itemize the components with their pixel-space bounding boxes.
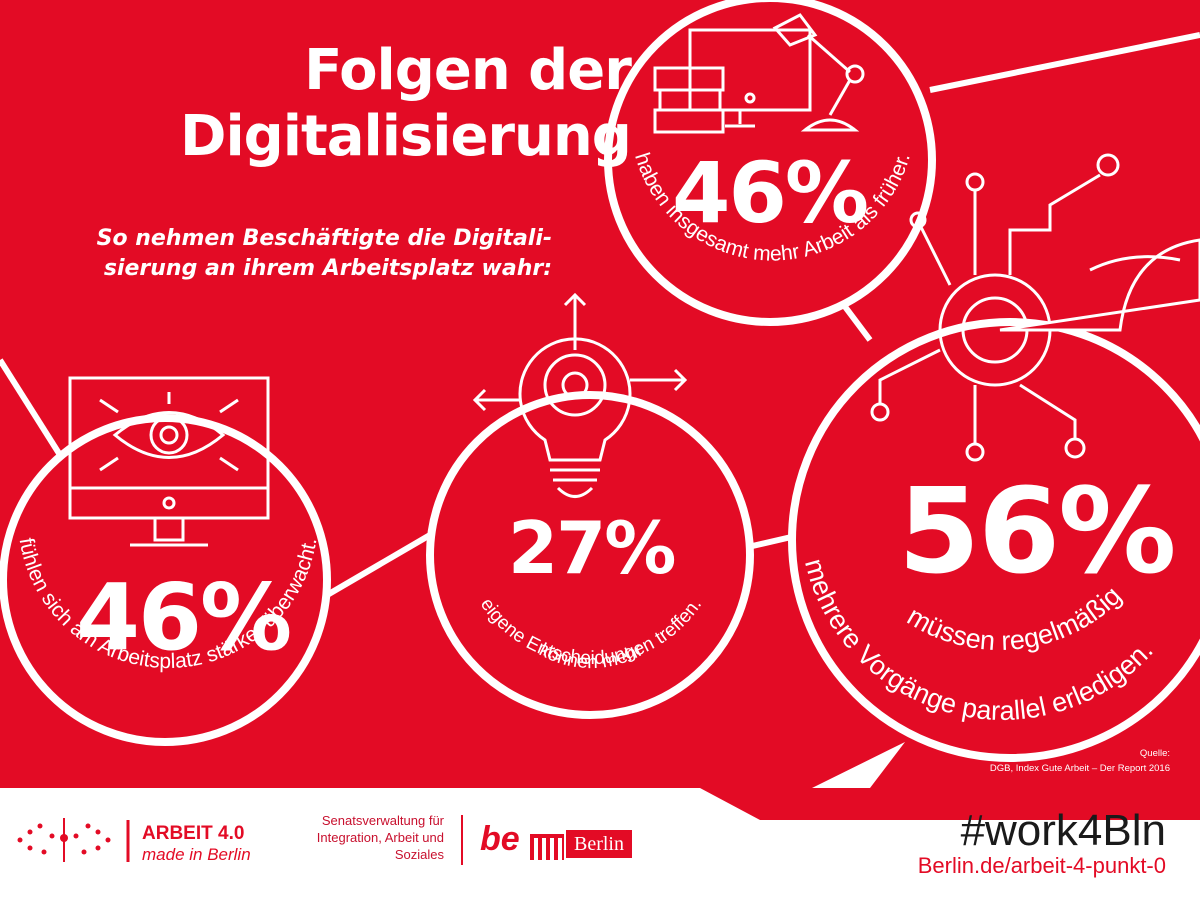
source-text: DGB, Index Gute Arbeit – Der Report 2016 xyxy=(989,763,1170,774)
arbeit-dots-logo xyxy=(17,818,111,862)
be-text: be xyxy=(480,820,520,858)
stat-2-value: 27% xyxy=(508,506,676,590)
be-berlin-logo: be Berlin xyxy=(480,820,660,862)
stat-1-value: 46% xyxy=(672,144,869,242)
website-link[interactable]: Berlin.de/arbeit-4-punkt-0 xyxy=(917,853,1166,878)
arbeit-title: ARBEIT 4.0 xyxy=(142,823,245,844)
senats-label: Senatsverwaltung für Integration, Arbeit… xyxy=(316,813,444,862)
stat-circles xyxy=(0,0,1200,762)
stat-3-value: 46% xyxy=(76,564,292,671)
stat-4-value: 56% xyxy=(898,462,1176,600)
subtitle: So nehmen Beschäftigte die Digitali-sier… xyxy=(96,226,552,281)
brandenburg-gate-icon xyxy=(530,834,564,860)
title-line-1: Folgen der xyxy=(304,38,632,103)
berlin-badge: Berlin xyxy=(566,830,632,858)
footer-red-wedge xyxy=(700,788,1200,820)
page-title: Folgen der Digitalisierung xyxy=(180,38,632,170)
arbeit-subtitle: made in Berlin xyxy=(142,845,251,864)
circle-decisions xyxy=(426,391,754,719)
hashtag: #work4Bln xyxy=(960,806,1166,855)
title-line-2: Digitalisierung xyxy=(180,104,632,169)
circle-parallel xyxy=(788,318,1200,762)
source-label: Quelle: xyxy=(1139,748,1170,759)
lightbulb-target-icon xyxy=(472,292,688,498)
monitor-eye-icon xyxy=(68,376,270,547)
source-note: Quelle: DGB, Index Gute Arbeit – Der Rep… xyxy=(990,746,1170,776)
desk-workplace-icon xyxy=(653,13,865,134)
